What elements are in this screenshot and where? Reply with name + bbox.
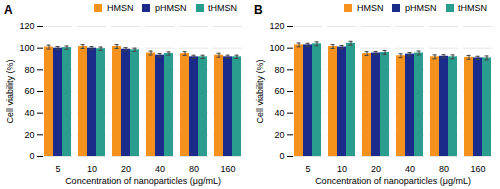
- svg-text:40: 40: [274, 108, 284, 118]
- svg-text:Cell viability (%): Cell viability (%): [5, 59, 15, 123]
- html-text:tHMSN: tHMSN: [458, 2, 487, 13]
- svg-text:Concentration of nanoparticles: Concentration of nanoparticles (μg/mL): [65, 176, 221, 186]
- html-text:HMSN: HMSN: [357, 2, 384, 13]
- svg-text:10: 10: [87, 164, 97, 174]
- svg-text:160: 160: [470, 164, 485, 174]
- svg-text:160: 160: [220, 164, 235, 174]
- svg-text:20: 20: [121, 164, 131, 174]
- svg-text:100: 100: [269, 43, 284, 53]
- svg-text:10: 10: [337, 164, 347, 174]
- svg-text:40: 40: [155, 164, 165, 174]
- svg-text:120: 120: [269, 21, 284, 31]
- svg-text:60: 60: [24, 86, 34, 96]
- html-text:tHMSN: tHMSN: [208, 2, 237, 13]
- svg-text:0: 0: [279, 151, 284, 161]
- html-text:B: B: [254, 3, 263, 17]
- svg-text:40: 40: [24, 108, 34, 118]
- svg-text:Cell viability (%): Cell viability (%): [255, 59, 265, 123]
- svg-text:80: 80: [439, 164, 449, 174]
- svg-text:80: 80: [24, 65, 34, 75]
- svg-text:20: 20: [24, 130, 34, 140]
- svg-text:Concentration of nanoparticles: Concentration of nanoparticles (μg/mL): [315, 176, 471, 186]
- html-text:HMSN: HMSN: [107, 2, 134, 13]
- html-text:pHMSN: pHMSN: [405, 2, 437, 13]
- html-text:pHMSN: pHMSN: [155, 2, 187, 13]
- svg-text:20: 20: [371, 164, 381, 174]
- svg-text:100: 100: [19, 43, 34, 53]
- svg-text:80: 80: [274, 65, 284, 75]
- svg-text:5: 5: [55, 164, 60, 174]
- svg-text:40: 40: [405, 164, 415, 174]
- svg-text:0: 0: [29, 151, 34, 161]
- html-text:A: A: [4, 3, 13, 17]
- svg-text:80: 80: [189, 164, 199, 174]
- svg-text:20: 20: [274, 130, 284, 140]
- svg-text:5: 5: [305, 164, 310, 174]
- svg-text:120: 120: [19, 21, 34, 31]
- svg-text:60: 60: [274, 86, 284, 96]
